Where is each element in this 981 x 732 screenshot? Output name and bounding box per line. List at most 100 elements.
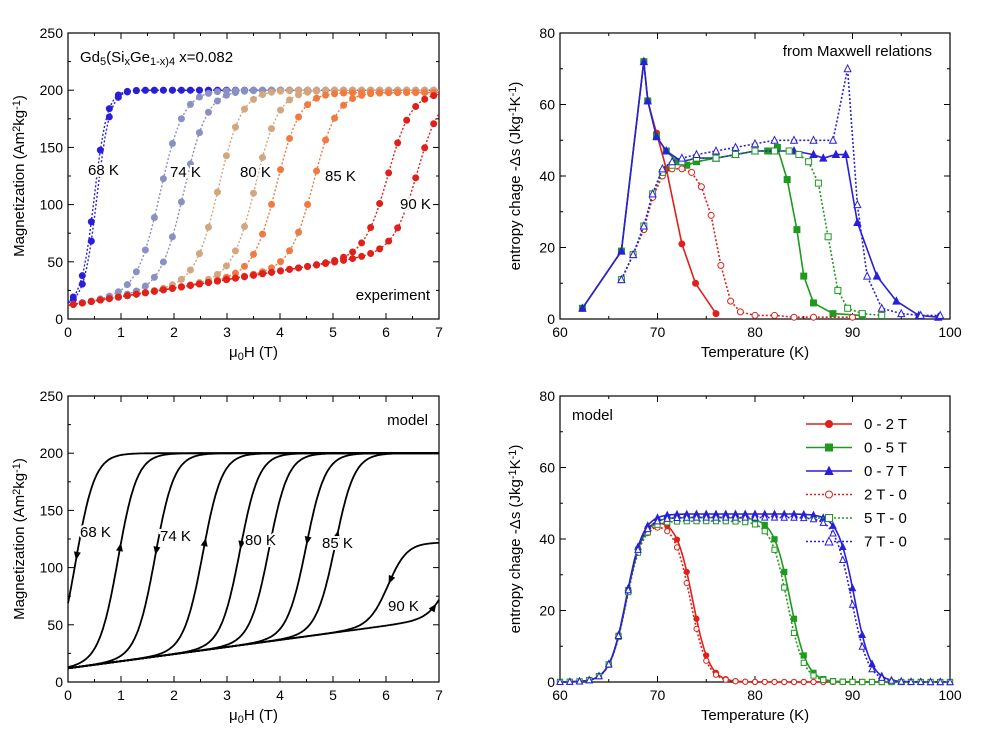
data-point: [421, 95, 429, 103]
data-point: [277, 166, 285, 174]
data-point: [240, 86, 248, 94]
data-point: [240, 273, 248, 281]
data-point: [304, 101, 312, 109]
data-point: [688, 168, 696, 176]
data-point: [186, 266, 194, 274]
data-point: [222, 262, 230, 270]
data-point: [771, 546, 778, 553]
data-point: [663, 514, 672, 522]
data-point: [936, 310, 945, 319]
data-point: [141, 246, 149, 254]
data-point: [322, 136, 330, 144]
y-tick-label: 0: [547, 674, 555, 690]
data-point: [692, 149, 701, 159]
data-point: [578, 303, 587, 312]
formula-label: Gd5(SixGe1-x)4 x=0.082: [80, 49, 233, 68]
data-point: [186, 100, 194, 108]
data-point: [141, 282, 149, 290]
data-point: [177, 283, 185, 291]
arrow-up-icon: [266, 534, 274, 543]
y-tick-label: 200: [40, 82, 64, 98]
data-point: [800, 678, 807, 686]
data-point: [159, 286, 167, 294]
x-tick-label: 7: [435, 687, 443, 703]
data-point: [829, 521, 837, 529]
data-point: [841, 149, 850, 159]
model-curve-down: [67, 452, 439, 670]
data-point: [751, 678, 759, 686]
y-tick-label: 150: [40, 502, 64, 518]
data-point: [195, 250, 203, 258]
plot-frame: [559, 32, 951, 320]
data-point: [810, 672, 817, 679]
data-point: [168, 233, 176, 241]
data-point: [809, 149, 818, 159]
data-point: [123, 87, 131, 95]
data-point: [643, 524, 652, 533]
data-point: [250, 95, 257, 103]
data-point: [132, 290, 140, 298]
model-curve-up: [67, 452, 439, 670]
data-point: [412, 88, 420, 96]
data-point: [789, 135, 799, 144]
data-point: [820, 676, 827, 684]
data-point: [96, 146, 104, 154]
x-tick-label: 1: [117, 687, 125, 703]
legend-entry: 5 T - 0: [864, 510, 907, 527]
data-point: [771, 147, 778, 155]
temp-label-90K: 90 K: [400, 196, 431, 213]
data-point: [421, 144, 429, 152]
data-point: [722, 676, 729, 683]
data-point: [286, 87, 294, 95]
data-point: [259, 270, 267, 278]
panel-br: 60 70 80 90 100 0 20 40 60 80 Temperature (K) entro…: [507, 388, 962, 724]
data-point: [858, 310, 866, 318]
data-point: [204, 279, 212, 287]
data-point: [250, 86, 257, 94]
data-point: [240, 223, 248, 231]
x-tick-label: 5: [329, 687, 337, 703]
data-point: [771, 311, 778, 319]
data-point: [683, 161, 691, 169]
series-7T-0: [617, 63, 945, 319]
data-point: [648, 188, 657, 198]
x-axis-label: Temperature (K): [701, 707, 809, 724]
model-curve-up: [67, 452, 439, 669]
legend-entry: 0 - 7 T: [864, 463, 907, 480]
data-point: [848, 583, 857, 592]
data-point: [295, 264, 303, 272]
model-curve-down: [67, 452, 439, 670]
data-point: [123, 281, 131, 289]
data-point: [213, 88, 221, 96]
series-line: [560, 526, 950, 683]
data-point: [430, 92, 438, 100]
arrow-up-icon: [116, 542, 123, 552]
data-point: [682, 513, 691, 521]
data-point: [781, 568, 788, 576]
data-point: [349, 248, 357, 256]
data-point: [295, 86, 303, 94]
data-point: [565, 677, 574, 685]
data-point: [585, 675, 594, 684]
data-point: [213, 277, 221, 285]
data-point: [159, 86, 167, 94]
data-point: [825, 443, 833, 452]
data-point: [250, 189, 257, 197]
data-point: [159, 175, 167, 183]
data-point: [760, 513, 769, 521]
data-point: [795, 151, 803, 159]
series-line: [560, 516, 950, 683]
data-point: [268, 88, 276, 96]
data-point: [240, 105, 248, 113]
model-curve-up: [67, 599, 440, 670]
x-axis-label: Temperature (K): [701, 344, 809, 361]
x-tick-label: 2: [170, 324, 178, 340]
model-temp-label-85K: 85 K: [322, 535, 353, 552]
y-tick-label: 250: [40, 25, 64, 41]
data-point: [707, 211, 715, 219]
data-point: [394, 88, 402, 96]
data-point: [721, 513, 730, 521]
data-point: [751, 513, 759, 521]
arrow-down-icon: [153, 546, 161, 555]
data-point: [741, 513, 750, 521]
